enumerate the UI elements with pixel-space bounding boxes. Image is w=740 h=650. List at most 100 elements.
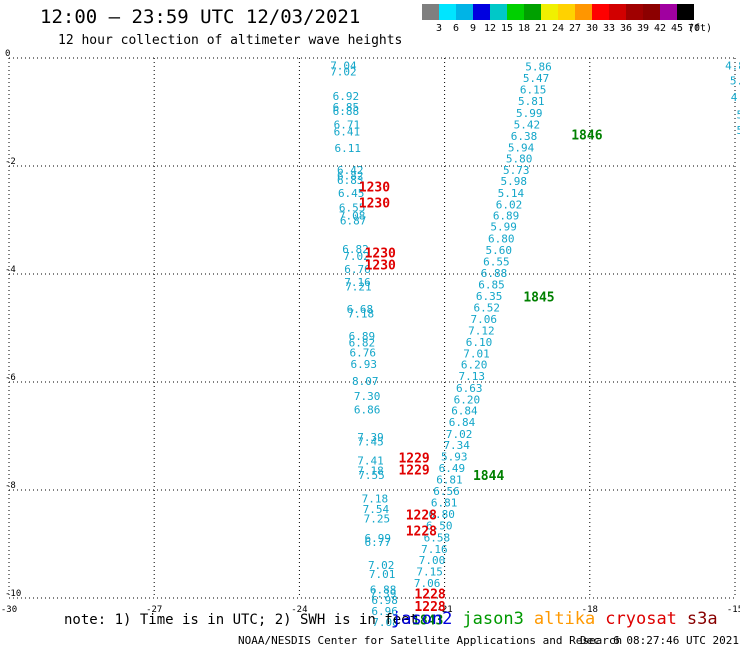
pass-time-label: 1845 — [523, 291, 554, 306]
wave-height-value: 5.93 — [441, 451, 468, 464]
wave-height-value: 7.45 — [357, 435, 384, 448]
wave-height-value: 6.96 — [371, 605, 398, 618]
wave-height-value: 7.21 — [345, 280, 372, 293]
wave-height-value: 7.04 — [330, 60, 357, 73]
color-scale-label: 36 — [619, 23, 633, 34]
credit-line: NOAA/NESDIS Center for Satellite Applica… — [238, 634, 623, 647]
color-scale-unit: (ft) — [688, 23, 713, 34]
wave-height-value: 5.86 — [525, 61, 552, 74]
satellite-legend-altika: altika — [533, 609, 596, 629]
wave-height-value: 6.68 — [347, 303, 374, 316]
wave-height-value: 7.12 — [468, 325, 495, 338]
wave-height-value: 7.08 — [339, 210, 366, 223]
wave-height-value: 6.99 — [365, 532, 392, 545]
pass-time-label: 1228 — [406, 508, 437, 523]
wave-height-value: 6.89 — [349, 330, 376, 343]
wave-height-value: 6.45 — [338, 187, 365, 200]
wave-height-value: 6.38 — [511, 130, 538, 143]
wave-height-value: 7.41 — [357, 454, 384, 467]
wave-height-value: 5.60 — [486, 244, 513, 257]
wave-height-value: 7.02 — [343, 250, 370, 263]
color-swatch — [507, 4, 524, 20]
color-scale-label: 9 — [469, 23, 477, 34]
pass-time-label: 1228 — [406, 525, 437, 540]
pass-time-label: 1230 — [359, 197, 390, 212]
wave-height-value: 6.81 — [436, 474, 463, 487]
wave-height-value: 6.55 — [483, 256, 510, 269]
color-swatch — [575, 4, 592, 20]
latitude-tick-label: -2 — [5, 157, 16, 167]
color-swatch — [609, 4, 626, 20]
wave-height-value: 5.81 — [518, 95, 545, 108]
pass-time-label: 1229 — [398, 452, 429, 467]
pass-time-label: 1229 — [398, 463, 429, 478]
wave-height-value: 6.82 — [349, 337, 376, 350]
wave-height-value: 5.73 — [503, 164, 530, 177]
color-swatch — [456, 4, 473, 20]
wave-height-value: 6.20 — [461, 359, 488, 372]
wave-height-value: 5.98 — [501, 175, 528, 188]
color-swatch — [422, 4, 439, 20]
wave-height-value: 5.80 — [506, 152, 533, 165]
color-swatch — [677, 4, 694, 20]
wave-height-value: 6.11 — [335, 142, 362, 155]
color-scale-label: 33 — [602, 23, 616, 34]
wave-height-value: 6.42 — [337, 164, 364, 177]
color-scale-label: 3 — [435, 23, 443, 34]
latitude-tick-label: -4 — [5, 265, 16, 275]
wave-height-value: 7.02 — [368, 559, 395, 572]
wave-height-value: 5.94 — [508, 142, 535, 155]
wave-height-value: 7.54 — [363, 503, 390, 516]
color-scale-label: 30 — [585, 23, 599, 34]
wave-height-value: 6.77 — [365, 536, 392, 549]
color-swatch — [558, 4, 575, 20]
wave-height-value: 6.80 — [428, 508, 455, 521]
color-scale-label: 12 — [483, 23, 497, 34]
wave-height-value: 7.39 — [370, 588, 397, 601]
latitude-tick-label: -6 — [5, 373, 16, 383]
wave-height-value: 7.08 — [372, 616, 399, 629]
wave-height-value: 7.02 — [330, 66, 357, 79]
wave-height-value: 7.18 — [362, 493, 389, 506]
wave-height-value: 6.98 — [371, 594, 398, 607]
wave-height-value: 6.82 — [342, 243, 369, 256]
page-subtitle: 12 hour collection of altimeter wave hei… — [58, 33, 403, 48]
wave-height-value: 6.41 — [334, 125, 361, 138]
wave-height-value: 7.55 — [358, 469, 385, 482]
wave-height-value: 5.42 — [514, 118, 541, 131]
wave-height-value: 6.85 — [478, 278, 505, 291]
wave-height-value: 6.82 — [337, 170, 364, 183]
wave-height-value: 6.35 — [476, 290, 503, 303]
satellite-legend: jason2 jason3 altika cryosat s3a — [391, 609, 728, 629]
wave-height-value-edge: 5 — [737, 124, 740, 137]
wave-height-value: 6.88 — [481, 267, 508, 280]
wave-height-value: 6.15 — [520, 83, 547, 96]
wave-height-value: 6.89 — [493, 210, 520, 223]
wave-height-value: 6.76 — [344, 263, 371, 276]
wave-height-value-edge: 5.3 — [730, 75, 740, 88]
wave-height-value: 6.50 — [426, 520, 453, 533]
latitude-tick-label: -10 — [5, 589, 21, 599]
wave-height-value: 7.01 — [369, 568, 396, 581]
wave-height-value: 6.20 — [454, 393, 481, 406]
wave-height-value: 5.99 — [490, 220, 517, 233]
wave-height-value: 6.76 — [350, 346, 377, 359]
wave-height-value: 8.07 — [352, 375, 379, 388]
wave-height-value: 5.99 — [516, 107, 543, 120]
pass-time-label: 1230 — [365, 258, 396, 273]
color-scale-label: 6 — [452, 23, 460, 34]
wave-height-value: 6.88 — [333, 105, 360, 118]
pass-time-label: 1843 — [412, 614, 443, 629]
longitude-tick-label: -30 — [1, 605, 17, 615]
wave-height-value: 6.86 — [354, 404, 381, 417]
color-swatch — [439, 4, 456, 20]
wave-height-value: 6.87 — [340, 215, 367, 228]
color-scale-label: 15 — [500, 23, 514, 34]
latitude-tick-label: 0 — [5, 49, 10, 59]
wave-height-value: 7.34 — [443, 439, 470, 452]
color-scale-label: 24 — [551, 23, 565, 34]
longitude-tick-label: -21 — [436, 605, 452, 615]
pass-time-label: 1230 — [359, 181, 390, 196]
color-swatch — [473, 4, 490, 20]
